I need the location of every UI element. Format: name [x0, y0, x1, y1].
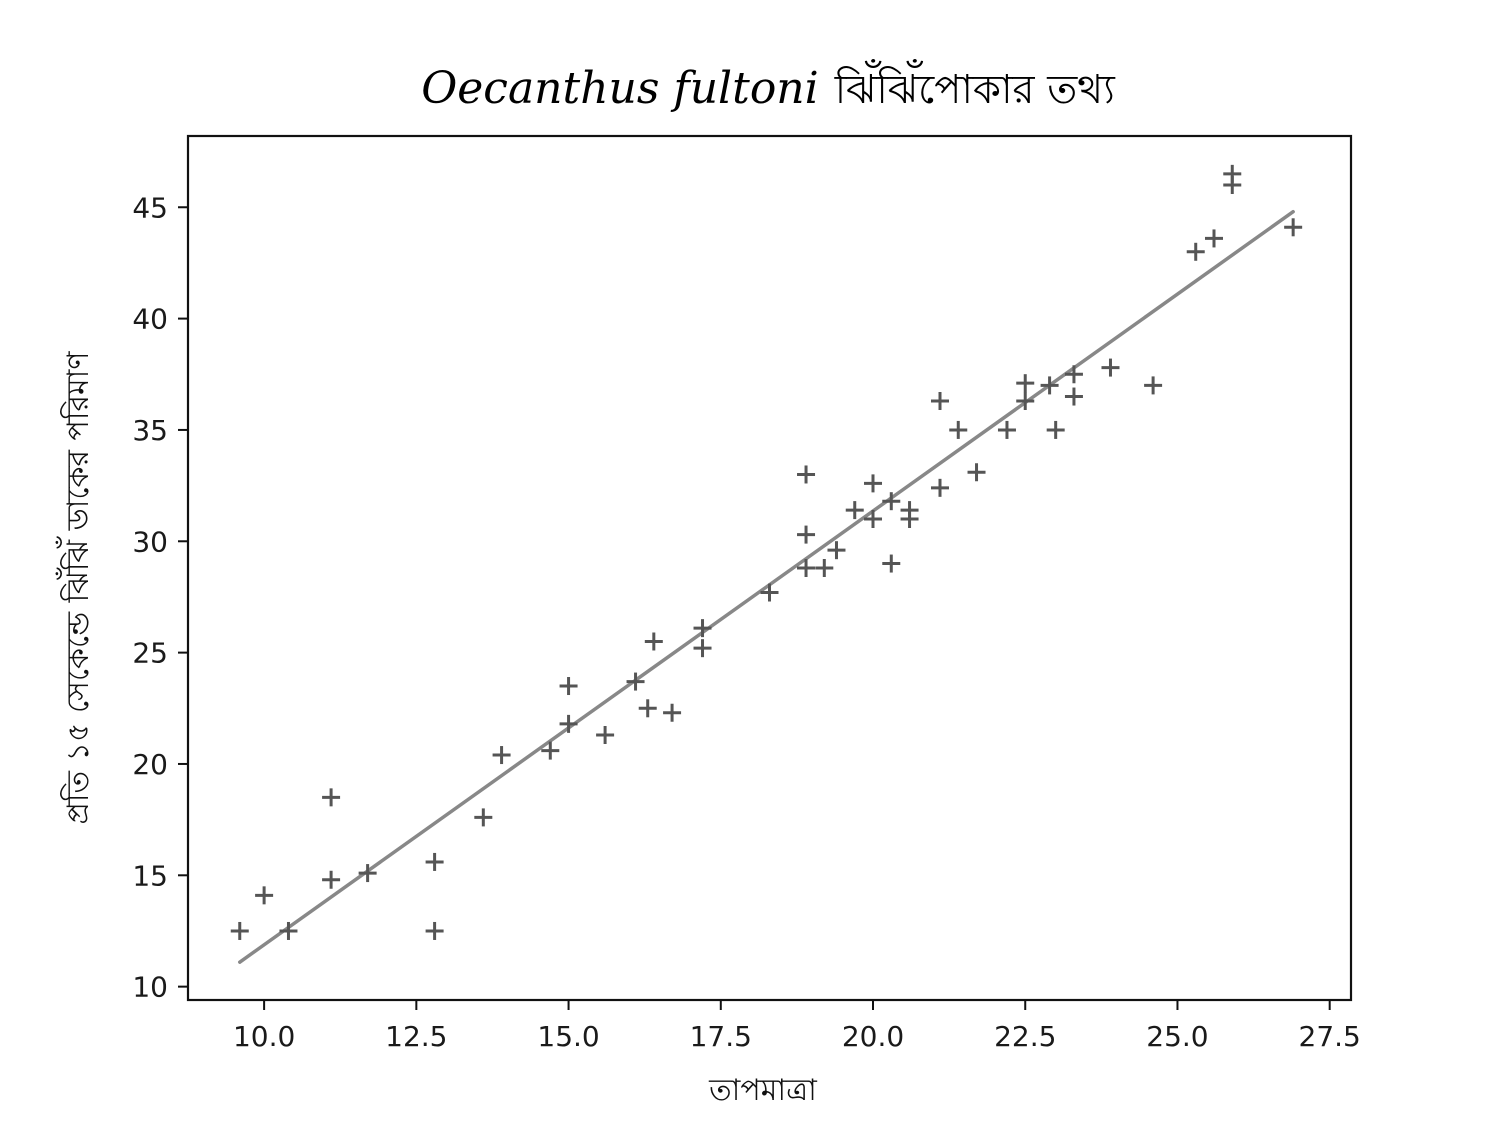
- y-tick-label: 40: [132, 303, 168, 336]
- chart-title: Oecanthus fultoni ঝিঁঝিঁপোকার তথ্য: [421, 59, 1116, 114]
- trendline-layer: [238, 209, 1295, 964]
- trendline: [238, 209, 1295, 964]
- data-point: [900, 510, 919, 529]
- x-tick-label: 10.0: [233, 1020, 295, 1053]
- data-point: [1064, 387, 1083, 406]
- data-point: [1101, 358, 1120, 377]
- chart-title-text: ঝিঁঝিঁপোকার তথ্য: [834, 59, 1116, 113]
- data-point: [797, 465, 816, 484]
- y-tick-label: 25: [132, 637, 168, 670]
- data-point: [644, 632, 663, 651]
- y-tick-label: 30: [132, 525, 168, 558]
- data-point: [864, 510, 883, 529]
- points-layer: [230, 164, 1303, 940]
- data-point: [882, 492, 901, 511]
- data-point: [1046, 420, 1065, 439]
- data-point: [358, 864, 377, 883]
- chart-title-species: Oecanthus fultoni: [421, 63, 819, 114]
- plot-frame: [186, 134, 1353, 1002]
- x-tick-label: 20.0: [842, 1020, 904, 1053]
- data-point: [663, 703, 682, 722]
- x-tick-label: 15.0: [537, 1020, 599, 1053]
- data-point: [864, 474, 883, 493]
- x-tick-label: 12.5: [385, 1020, 447, 1053]
- data-point: [638, 699, 657, 718]
- y-tick-label: 15: [132, 859, 168, 892]
- data-point: [1204, 229, 1223, 248]
- x-axis-label: তাপমাত্রা: [708, 1073, 818, 1108]
- y-axis-label: প্রতি ১৫ সেকেন্ডে ঝিঁঝিঁ ডাকের পরিমাণ: [55, 351, 96, 825]
- data-point: [322, 788, 341, 807]
- y-tick-label: 20: [132, 748, 168, 781]
- data-point: [760, 583, 779, 602]
- data-point: [827, 541, 846, 560]
- x-tick-label: 25.0: [1146, 1020, 1208, 1053]
- data-point: [596, 726, 615, 745]
- data-point: [1016, 374, 1035, 393]
- data-point: [492, 746, 511, 765]
- x-tick-label: 17.5: [690, 1020, 752, 1053]
- data-point: [425, 852, 444, 871]
- data-point: [967, 463, 986, 482]
- data-point: [626, 672, 645, 691]
- data-point: [845, 501, 864, 520]
- data-point: [1064, 365, 1083, 384]
- data-point: [279, 921, 298, 940]
- y-tick-label: 10: [132, 971, 168, 1004]
- data-point: [949, 420, 968, 439]
- x-tick-label: 27.5: [1299, 1020, 1361, 1053]
- data-point: [230, 921, 249, 940]
- data-point: [797, 525, 816, 544]
- data-point: [1144, 376, 1163, 395]
- data-point: [693, 639, 712, 658]
- data-point: [1040, 376, 1059, 395]
- data-point: [930, 478, 949, 497]
- data-point: [797, 559, 816, 577]
- data-point: [997, 420, 1016, 439]
- data-point: [1223, 175, 1242, 194]
- x-axis-ticks: 10.0 12.5 15.0 17.5 20.0 22.5 25.0 27.5: [233, 1000, 1361, 1053]
- data-point: [559, 714, 578, 733]
- data-point: [1186, 242, 1205, 261]
- data-point: [882, 554, 901, 573]
- data-point: [541, 741, 560, 760]
- data-point: [425, 921, 444, 940]
- data-point: [1284, 218, 1303, 237]
- data-point: [255, 886, 274, 905]
- data-point: [559, 677, 578, 696]
- data-point: [1016, 391, 1035, 410]
- data-point: [693, 619, 712, 638]
- y-tick-label: 35: [132, 414, 168, 447]
- x-tick-label: 22.5: [994, 1020, 1056, 1053]
- data-point: [474, 808, 493, 827]
- data-point: [930, 391, 949, 410]
- data-point: [322, 870, 341, 889]
- y-tick-label: 45: [132, 191, 168, 224]
- data-point: [815, 559, 834, 577]
- y-axis-ticks: 10 15 20 25 30 35 40 45: [132, 191, 188, 1004]
